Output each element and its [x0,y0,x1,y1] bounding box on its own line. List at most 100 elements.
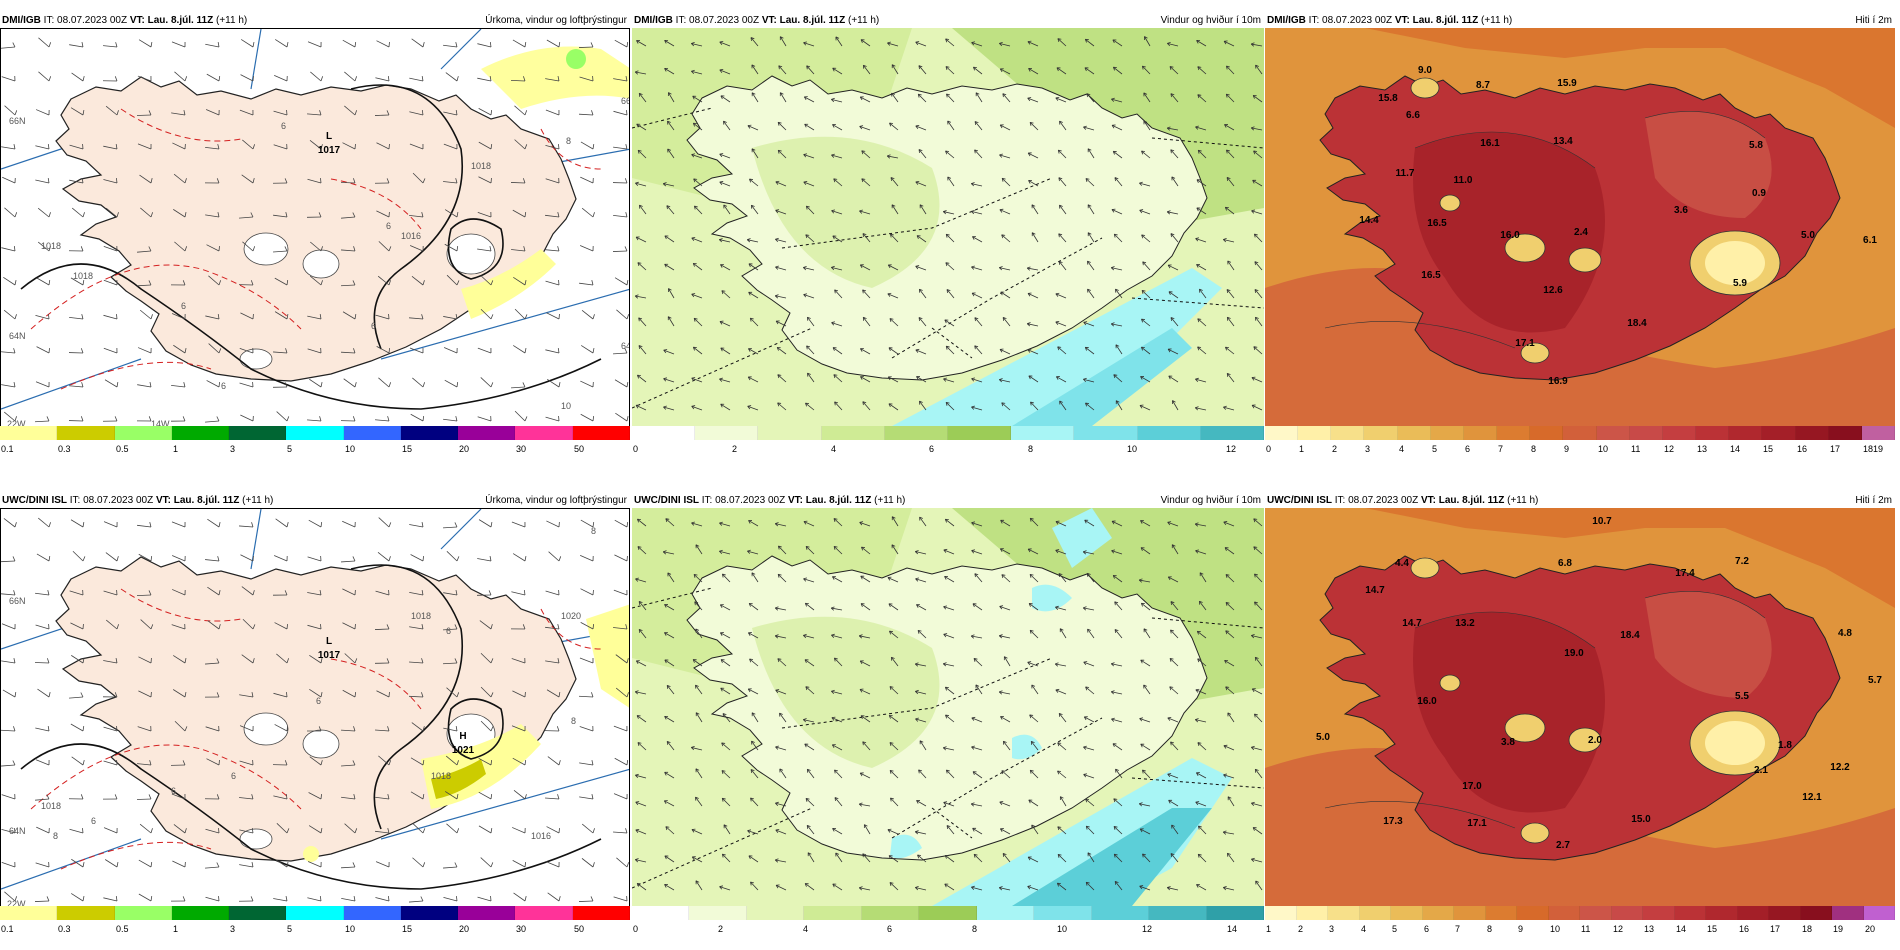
color-swatch [1611,906,1643,920]
color-swatch [821,426,885,440]
panel-header: UWC/DINI ISL IT: 08.07.2023 00Z VT: Lau.… [632,494,1264,508]
map-view [632,28,1264,426]
color-swatch [1497,426,1531,440]
scale-ticks: 1 2 3 4 5 6 7 8 9 10 11 12 13 14 15 16 17 18 19 20 [1265,924,1895,938]
scale-tick-label: 16 [1797,444,1808,454]
wind-panel: DMI/IGB IT: 08.07.2023 00Z VT: Lau. 8.jú… [632,14,1265,460]
color-swatch [1074,426,1138,440]
color-swatch [695,426,759,440]
scale-tick-label: 10 [345,924,356,934]
scale-tick-label: 3 [1365,444,1371,454]
color-swatch [1463,426,1498,440]
panel-header: DMI/IGB IT: 08.07.2023 00Z VT: Lau. 8.jú… [0,14,630,28]
scale-tick-label: 4 [803,924,809,934]
color-swatch [229,906,287,920]
temperature-value: 11.7 [1396,168,1415,179]
color-swatch [400,906,459,920]
scale-tick-label: 12 [1142,924,1153,934]
scale-tick-label: 0 [633,444,639,454]
scale-tick-label: 2 [1298,924,1304,934]
contour-label: 14W [151,419,170,427]
color-swatch [1696,426,1730,440]
color-scale [632,906,1264,922]
contour-label: 66N [9,116,26,126]
scale-tick-label: 18 [1863,444,1874,454]
map-canvas: 9.0 15.8 6.6 8.7 15.9 11.7 16.1 13.4 5.8 11.0 14.4… [1265,28,1895,426]
scale-tick-label: 19 [1833,924,1844,934]
contour-label: 6 [316,696,321,706]
contour-label: 64N [9,826,26,836]
initial-time: IT: 08.07.2023 00Z [69,495,154,506]
color-swatch [1517,906,1549,920]
color-swatch [286,906,344,920]
scale-tick-label: 4 [1399,444,1405,454]
color-swatch [804,906,862,920]
temperature-value: 19.0 [1564,648,1584,659]
map-view [632,508,1264,906]
color-swatch [1397,426,1431,440]
scale-tick-label: 0 [633,924,639,934]
color-swatch [515,906,573,920]
model-name: DMI/IGB [634,15,673,26]
map-view: L 1017 H 1021 1018 1020 1018 1018 1016 8 6 6 8 6 6 6 8 66… [0,508,630,908]
lead-time: (+11 h) [216,15,248,26]
precip-panel: DMI/IGB IT: 08.07.2023 00Z VT: Lau. 8.jú… [0,14,630,460]
scale-tick-label: 3 [230,444,236,454]
scale-tick-label: 15 [1763,444,1774,454]
color-swatch [1863,906,1895,920]
color-swatch [1580,906,1612,920]
contour-label: 22W [7,899,26,907]
color-swatch [976,906,1035,920]
color-swatch [1563,426,1597,440]
isobar-label: 1018 [41,801,61,811]
scale-tick-label: 6 [1424,924,1430,934]
color-swatch [1769,906,1801,920]
scale-tick-label: 20 [459,924,470,934]
pressure-center-letter: L [326,636,332,647]
scale-tick-label: 1 [173,444,179,454]
color-swatch [1296,906,1328,920]
color-swatch [1530,426,1564,440]
color-swatch [758,426,822,440]
temperature-value: 8.7 [1476,80,1490,91]
temperature-value: 18.4 [1620,630,1640,641]
temperature-value: 15.8 [1378,93,1398,104]
color-swatch [286,426,344,440]
valid-time: VT: Lau. 8.júl. 11Z [787,495,872,506]
color-swatch [1800,906,1832,920]
panel-header: UWC/DINI ISL IT: 08.07.2023 00Z VT: Lau.… [1265,494,1895,508]
contour-label: 10 [561,401,571,411]
color-scale [1265,426,1895,442]
temperature-value: 13.4 [1553,136,1573,147]
scale-tick-label: 11 [1631,444,1641,454]
color-swatch [1011,426,1075,440]
temperature-value: 17.1 [1467,818,1487,829]
temperature-value: 6.8 [1558,558,1572,569]
panel-title: Hiti í 2m [1855,495,1892,506]
model-name: DMI/IGB [2,15,41,26]
temperature-value: 5.0 [1316,732,1330,743]
temperature-value: 3.8 [1501,737,1515,748]
contour-label: 8 [53,831,58,841]
scale-tick-label: 3 [230,924,236,934]
color-swatch [1795,426,1829,440]
color-swatch [1265,426,1299,440]
temperature-value: 5.0 [1801,230,1815,241]
scale-tick-label: 17 [1770,924,1781,934]
scale-tick-label: 30 [516,444,527,454]
panel-title: Vindur og hviður í 10m [1160,15,1261,26]
color-swatch [229,426,287,440]
contour-label: 64N [621,341,630,351]
color-swatch [1454,906,1486,920]
contour-label: 8 [571,716,576,726]
color-swatch [1596,426,1630,440]
scale-tick-label: 2 [1332,444,1338,454]
color-swatch [400,426,459,440]
color-swatch [0,906,58,920]
scale-tick-label: 0.5 [116,444,129,454]
pressure-center-letter: H [459,731,466,742]
color-swatch [1729,426,1763,440]
scale-tick-label: 15 [402,444,413,454]
valid-time: VT: Lau. 8.júl. 11Z [155,495,240,506]
valid-time: VT: Lau. 8.júl. 11Z [129,15,214,26]
